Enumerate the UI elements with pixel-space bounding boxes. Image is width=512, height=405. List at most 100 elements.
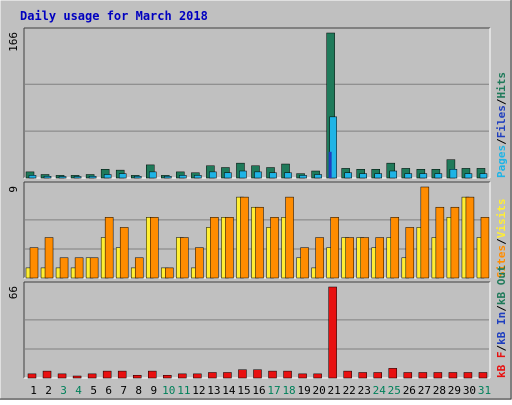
x-tick-label: 19 xyxy=(297,384,310,397)
bar-sites xyxy=(480,217,490,279)
legend-hits: Pages/Files/Hits xyxy=(495,72,508,178)
x-tick-label: 6 xyxy=(105,384,112,397)
bar-kb-f xyxy=(87,373,97,379)
legend-kbytes: kB F/kB In/kB Out xyxy=(495,265,508,378)
bar-pages xyxy=(28,175,37,179)
bar-sites xyxy=(119,227,129,279)
bar-kb-f xyxy=(343,370,352,379)
bar-sites xyxy=(89,257,99,279)
legend-item: Sites xyxy=(495,245,508,278)
bar-kb-f xyxy=(268,370,277,379)
bar-kb-f xyxy=(178,373,187,379)
bar-kb-f xyxy=(238,369,247,379)
bar-pages xyxy=(209,171,217,179)
bar-pages xyxy=(179,175,187,179)
bar-pages xyxy=(149,171,157,179)
bar-pages xyxy=(164,176,172,179)
bar-kb-f xyxy=(223,372,232,379)
panel-hits: 166 xyxy=(7,27,491,179)
bar-pages xyxy=(133,176,142,179)
bar-pages xyxy=(374,173,382,179)
y-max-label: 166 xyxy=(7,32,20,52)
bar-kb-f xyxy=(463,372,473,379)
x-tick-label: 1 xyxy=(30,384,37,397)
bar-pages xyxy=(224,172,232,179)
bar-kb-f xyxy=(253,369,262,379)
bar-kb-f xyxy=(117,370,127,379)
bar-pages xyxy=(464,173,473,179)
bar-sites xyxy=(74,257,84,279)
bar-sites xyxy=(420,186,430,279)
bar-pages xyxy=(103,174,112,179)
legend-text: Pages/Files/Hits xyxy=(495,72,508,178)
bar-pages xyxy=(434,173,443,179)
bar-sites xyxy=(240,196,249,279)
legend-text: kB F/kB In/kB Out xyxy=(495,265,508,378)
bar-pages xyxy=(284,172,292,179)
x-tick-label: 24 xyxy=(373,384,387,397)
bar-sites xyxy=(270,217,279,279)
bar-sites xyxy=(390,217,400,279)
bar-kb-f xyxy=(57,373,67,379)
legend-item: / xyxy=(495,98,508,105)
bar-sites xyxy=(375,237,384,279)
x-tick-label: 3 xyxy=(60,384,67,397)
bar-kb-f xyxy=(132,374,142,379)
bar-pages xyxy=(344,172,352,179)
bar-kb-f xyxy=(328,286,337,379)
legend-item: Visits xyxy=(495,199,508,239)
bar-sites xyxy=(255,206,264,279)
bar-pages xyxy=(58,176,67,179)
bar-sites xyxy=(104,217,114,279)
legend-item: kB In xyxy=(495,312,508,345)
legend-item: / xyxy=(495,238,508,245)
bar-sites xyxy=(225,217,234,279)
bar-pages xyxy=(299,175,307,179)
legend-item: Files xyxy=(495,105,508,138)
bar-sites xyxy=(405,227,415,279)
bar-kb-f xyxy=(373,372,382,379)
bar-kb-f xyxy=(418,372,428,379)
panel-area xyxy=(24,28,490,178)
bar-sites xyxy=(315,237,324,279)
bar-kb-f xyxy=(27,373,37,379)
legend-item: / xyxy=(495,138,508,145)
x-tick-label: 18 xyxy=(282,384,295,397)
bar-kb-f xyxy=(313,373,322,379)
bar-kb-f xyxy=(42,370,52,379)
x-tick-label: 9 xyxy=(150,384,157,397)
bar-pages xyxy=(73,176,82,179)
bar-pages xyxy=(269,172,277,179)
bar-sites xyxy=(300,247,309,279)
bar-pages xyxy=(43,176,52,179)
chart-title: Daily usage for March 2018 xyxy=(20,9,208,23)
bar-kb-f xyxy=(448,372,458,379)
x-tick-label: 5 xyxy=(90,384,97,397)
y-max-label: 9 xyxy=(7,186,20,193)
bar-pages xyxy=(389,170,398,179)
x-tick-label: 20 xyxy=(313,384,326,397)
bar-pages xyxy=(239,170,247,179)
panels-layer: 166 9 66 xyxy=(7,27,491,379)
x-tick-label: 21 xyxy=(328,384,341,397)
legend-item: Hits xyxy=(495,72,508,99)
bar-sites xyxy=(59,257,69,279)
bar-kb-f xyxy=(478,372,488,379)
x-tick-label: 2 xyxy=(45,384,52,397)
bar-sites xyxy=(330,217,339,279)
x-tick-label: 12 xyxy=(192,384,205,397)
bar-pages xyxy=(329,116,337,179)
x-tick-label: 31 xyxy=(478,384,491,397)
x-tick-label: 26 xyxy=(403,384,416,397)
bar-sites xyxy=(450,206,460,279)
x-tick-label: 22 xyxy=(343,384,356,397)
bar-pages xyxy=(449,169,458,179)
bar-kb-f xyxy=(403,372,413,379)
bar-sites xyxy=(285,196,294,279)
bar-sites xyxy=(210,217,219,279)
legend-item: Pages xyxy=(495,145,508,178)
x-tick-label: 16 xyxy=(252,384,265,397)
